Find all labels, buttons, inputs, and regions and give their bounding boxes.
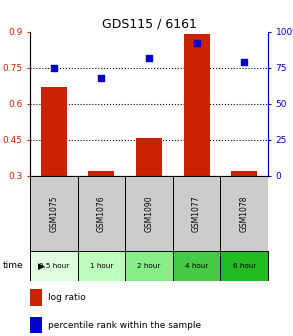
Text: 0.5 hour: 0.5 hour: [39, 263, 69, 269]
Point: [52, 65, 56, 71]
Text: 2 hour: 2 hour: [137, 263, 161, 269]
Point: [194, 41, 199, 46]
Bar: [78, 251, 125, 281]
Bar: [30, 317, 42, 333]
Bar: [220, 176, 268, 251]
Text: GSM1075: GSM1075: [49, 195, 58, 232]
Bar: [136, 137, 162, 176]
Text: 4 hour: 4 hour: [185, 263, 208, 269]
Bar: [173, 251, 220, 281]
Bar: [41, 87, 67, 176]
Bar: [30, 176, 78, 251]
Text: GSM1077: GSM1077: [192, 195, 201, 232]
Bar: [125, 176, 173, 251]
Text: 1 hour: 1 hour: [90, 263, 113, 269]
Point: [99, 75, 104, 81]
Bar: [88, 171, 115, 176]
Bar: [173, 176, 220, 251]
Text: 6 hour: 6 hour: [233, 263, 256, 269]
Bar: [231, 171, 257, 176]
Text: time: time: [3, 261, 23, 270]
Text: GSM1090: GSM1090: [144, 195, 154, 232]
Point: [242, 59, 246, 65]
Text: GSM1076: GSM1076: [97, 195, 106, 232]
Bar: [78, 176, 125, 251]
Text: ▶: ▶: [38, 261, 45, 270]
Bar: [30, 251, 78, 281]
Title: GDS115 / 6161: GDS115 / 6161: [102, 17, 196, 31]
Text: percentile rank within the sample: percentile rank within the sample: [47, 321, 201, 330]
Bar: [183, 34, 210, 176]
Bar: [30, 289, 42, 306]
Bar: [220, 251, 268, 281]
Text: GSM1078: GSM1078: [240, 195, 249, 232]
Bar: [125, 251, 173, 281]
Text: log ratio: log ratio: [47, 293, 85, 302]
Point: [147, 55, 151, 60]
